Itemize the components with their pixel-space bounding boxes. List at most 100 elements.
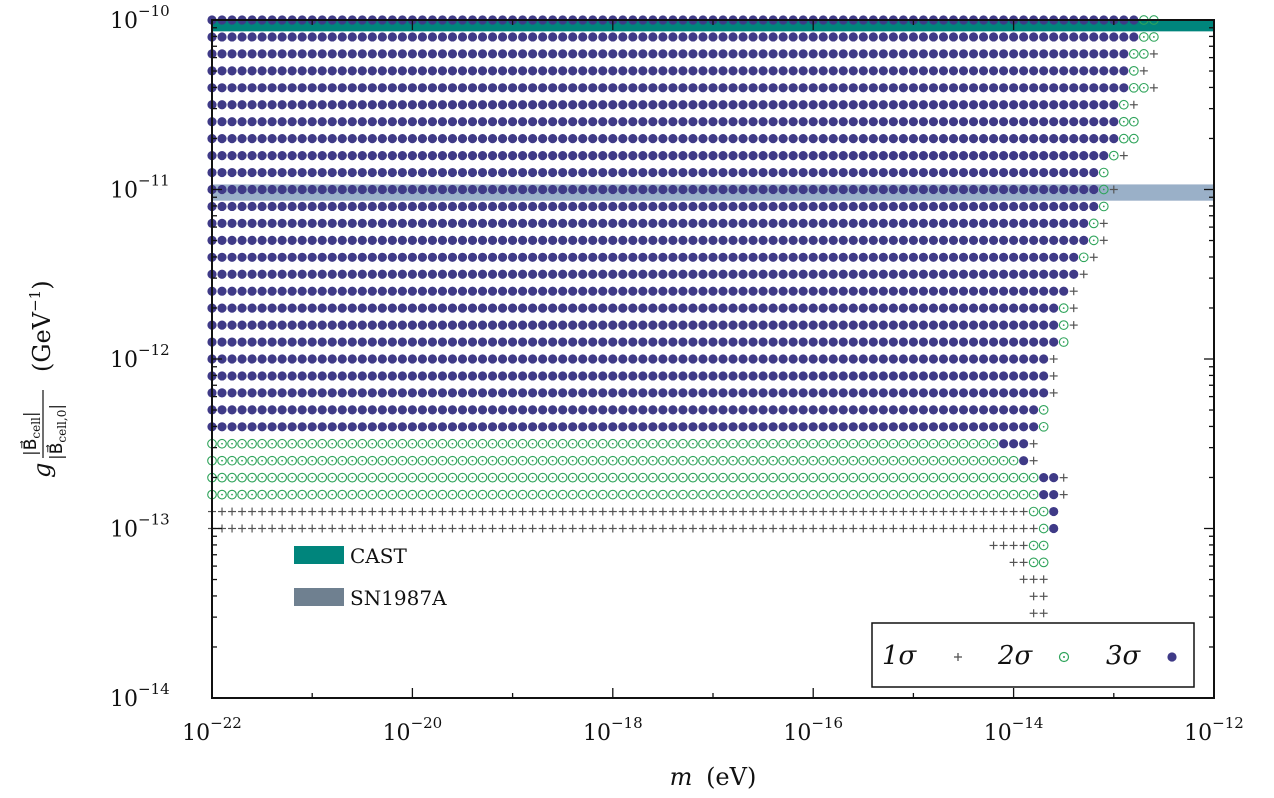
y-tick-label: 10−11 (110, 172, 170, 204)
point-3sigma (778, 49, 788, 59)
point-3sigma (888, 303, 898, 313)
point-3sigma (437, 388, 448, 398)
point-3sigma (377, 218, 387, 228)
point-3sigma (457, 32, 468, 42)
point-3sigma (457, 303, 468, 313)
point-2sigma (968, 438, 979, 449)
point-3sigma (818, 337, 828, 347)
point-3sigma (227, 167, 237, 178)
point-3sigma (758, 151, 768, 161)
point-3sigma (668, 320, 678, 330)
point-1sigma (999, 524, 1008, 533)
point-3sigma (718, 303, 728, 313)
point-2sigma (1028, 489, 1039, 500)
point-3sigma (518, 388, 528, 398)
point-3sigma (778, 218, 788, 228)
point-3sigma (538, 83, 548, 93)
point-3sigma (247, 405, 257, 415)
point-3sigma (798, 151, 808, 161)
point-2sigma (567, 438, 578, 449)
point-2sigma (758, 489, 768, 500)
point-3sigma (1019, 269, 1029, 279)
point-3sigma (487, 286, 498, 296)
point-3sigma (457, 405, 468, 415)
point-2sigma (247, 489, 257, 500)
point-3sigma (267, 134, 277, 144)
point-3sigma (848, 49, 858, 59)
point-3sigma (578, 151, 588, 161)
point-3sigma (387, 320, 397, 330)
point-3sigma (227, 354, 237, 364)
point-3sigma (638, 269, 648, 279)
point-2sigma (317, 489, 328, 500)
point-3sigma (578, 422, 588, 432)
point-3sigma (487, 32, 498, 42)
point-3sigma (818, 49, 828, 59)
point-3sigma (277, 422, 287, 432)
point-1sigma (438, 507, 447, 516)
point-3sigma (437, 201, 448, 212)
point-2sigma (567, 489, 578, 500)
point-3sigma (407, 218, 417, 228)
point-3sigma (1109, 66, 1119, 76)
point-3sigma (728, 354, 738, 364)
point-3sigma (1049, 252, 1059, 262)
point-3sigma (247, 354, 257, 364)
point-2sigma (267, 472, 277, 483)
point-3sigma (1059, 100, 1069, 110)
point-3sigma (217, 201, 227, 212)
point-3sigma (1109, 83, 1119, 93)
point-3sigma (978, 167, 989, 178)
point-3sigma (227, 252, 237, 262)
point-3sigma (497, 371, 508, 381)
point-3sigma (758, 66, 768, 76)
point-3sigma (838, 167, 848, 178)
point-1sigma (428, 507, 437, 516)
point-3sigma (858, 201, 868, 212)
point-3sigma (828, 32, 838, 42)
point-3sigma (1069, 151, 1079, 161)
point-3sigma (247, 134, 257, 144)
point-3sigma (507, 218, 518, 228)
point-3sigma (788, 49, 798, 59)
point-3sigma (978, 117, 989, 127)
point-3sigma (247, 337, 257, 347)
point-3sigma (798, 422, 808, 432)
point-2sigma (537, 455, 548, 466)
point-3sigma (437, 32, 448, 42)
point-3sigma (487, 252, 498, 262)
point-3sigma (307, 151, 317, 161)
point-3sigma (528, 66, 538, 76)
point-3sigma (658, 83, 668, 93)
point-3sigma (277, 100, 287, 110)
point-3sigma (558, 405, 568, 415)
point-2sigma (888, 472, 899, 483)
point-3sigma (838, 83, 848, 93)
point-3sigma (417, 167, 428, 178)
point-3sigma (888, 167, 898, 178)
point-3sigma (367, 66, 377, 76)
point-3sigma (728, 286, 738, 296)
point-3sigma (798, 66, 808, 76)
point-3sigma (518, 422, 528, 432)
point-3sigma (948, 286, 959, 296)
point-3sigma (998, 184, 1009, 195)
point-3sigma (497, 286, 508, 296)
point-2sigma (617, 489, 628, 500)
point-3sigma (948, 303, 959, 313)
point-3sigma (477, 371, 488, 381)
point-2sigma (517, 438, 528, 449)
point-2sigma (928, 438, 939, 449)
point-3sigma (598, 235, 608, 245)
point-3sigma (417, 66, 428, 76)
point-3sigma (327, 83, 337, 93)
point-1sigma (608, 507, 617, 516)
point-3sigma (948, 422, 959, 432)
point-2sigma (838, 455, 849, 466)
point-3sigma (678, 405, 688, 415)
point-3sigma (477, 388, 488, 398)
point-3sigma (878, 269, 888, 279)
point-2sigma (577, 472, 588, 483)
point-3sigma (307, 337, 317, 347)
y-label-denominator: |B⃗cell,0| (46, 404, 69, 460)
